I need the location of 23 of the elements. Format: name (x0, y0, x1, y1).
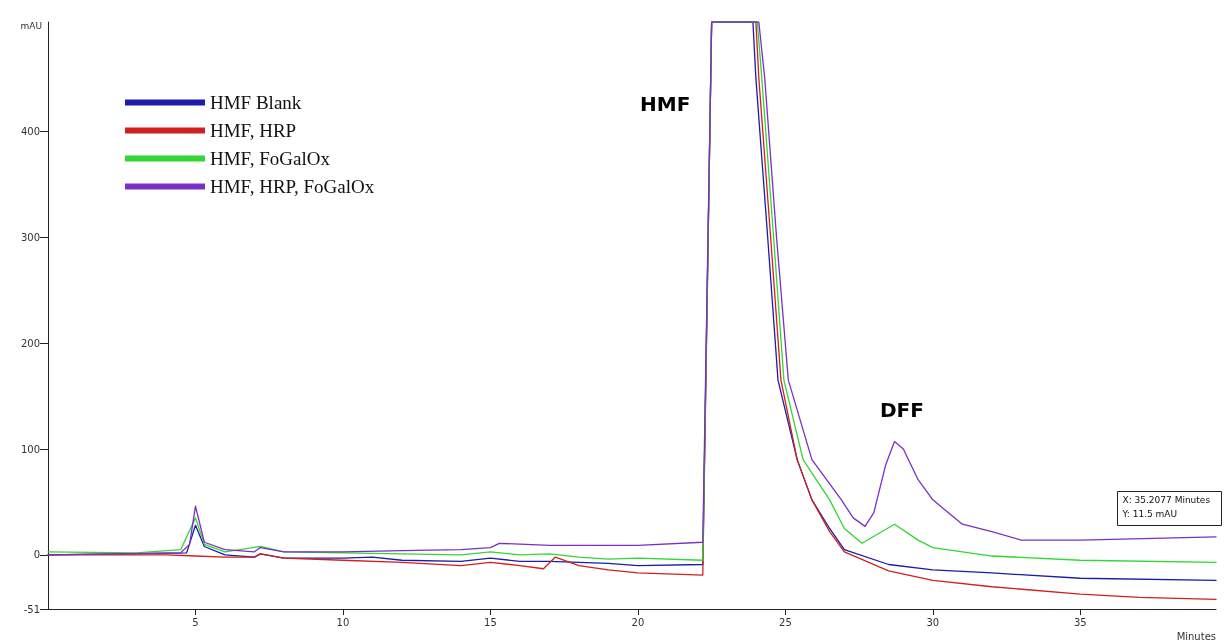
y-tick-label: -51 (23, 603, 40, 615)
annotation: Y: 11.5 mAU (1121, 509, 1178, 519)
y-tick-label: 0 (33, 549, 40, 561)
annotation: DFF (880, 398, 924, 422)
y-tick-label: 200 (20, 337, 40, 349)
y-tick-label: 400 (20, 125, 40, 137)
y-tick-label: 100 (20, 443, 40, 455)
legend-label: HMF Blank (210, 92, 302, 113)
x-tick-label: 5 (192, 616, 199, 628)
x-tick-label: 25 (779, 616, 792, 628)
x-tick-label: 30 (926, 616, 940, 628)
legend-label: HMF, FoGalOx (210, 148, 331, 169)
legend-label: HMF, HRP, FoGalOx (210, 176, 375, 197)
x-tick-label: 15 (484, 616, 497, 628)
x-tick-label: 20 (631, 616, 645, 628)
x-tick-label: 10 (336, 616, 350, 628)
x-axis-title: Minutes (1176, 630, 1216, 642)
annotation: HMF (640, 92, 691, 116)
y-tick-label: 300 (20, 231, 40, 243)
y-axis-title: mAU (20, 20, 42, 31)
x-tick-label: 35 (1073, 616, 1087, 628)
legend-label: HMF, HRP (210, 120, 297, 141)
annotation: X: 35.2077 Minutes (1122, 495, 1211, 505)
